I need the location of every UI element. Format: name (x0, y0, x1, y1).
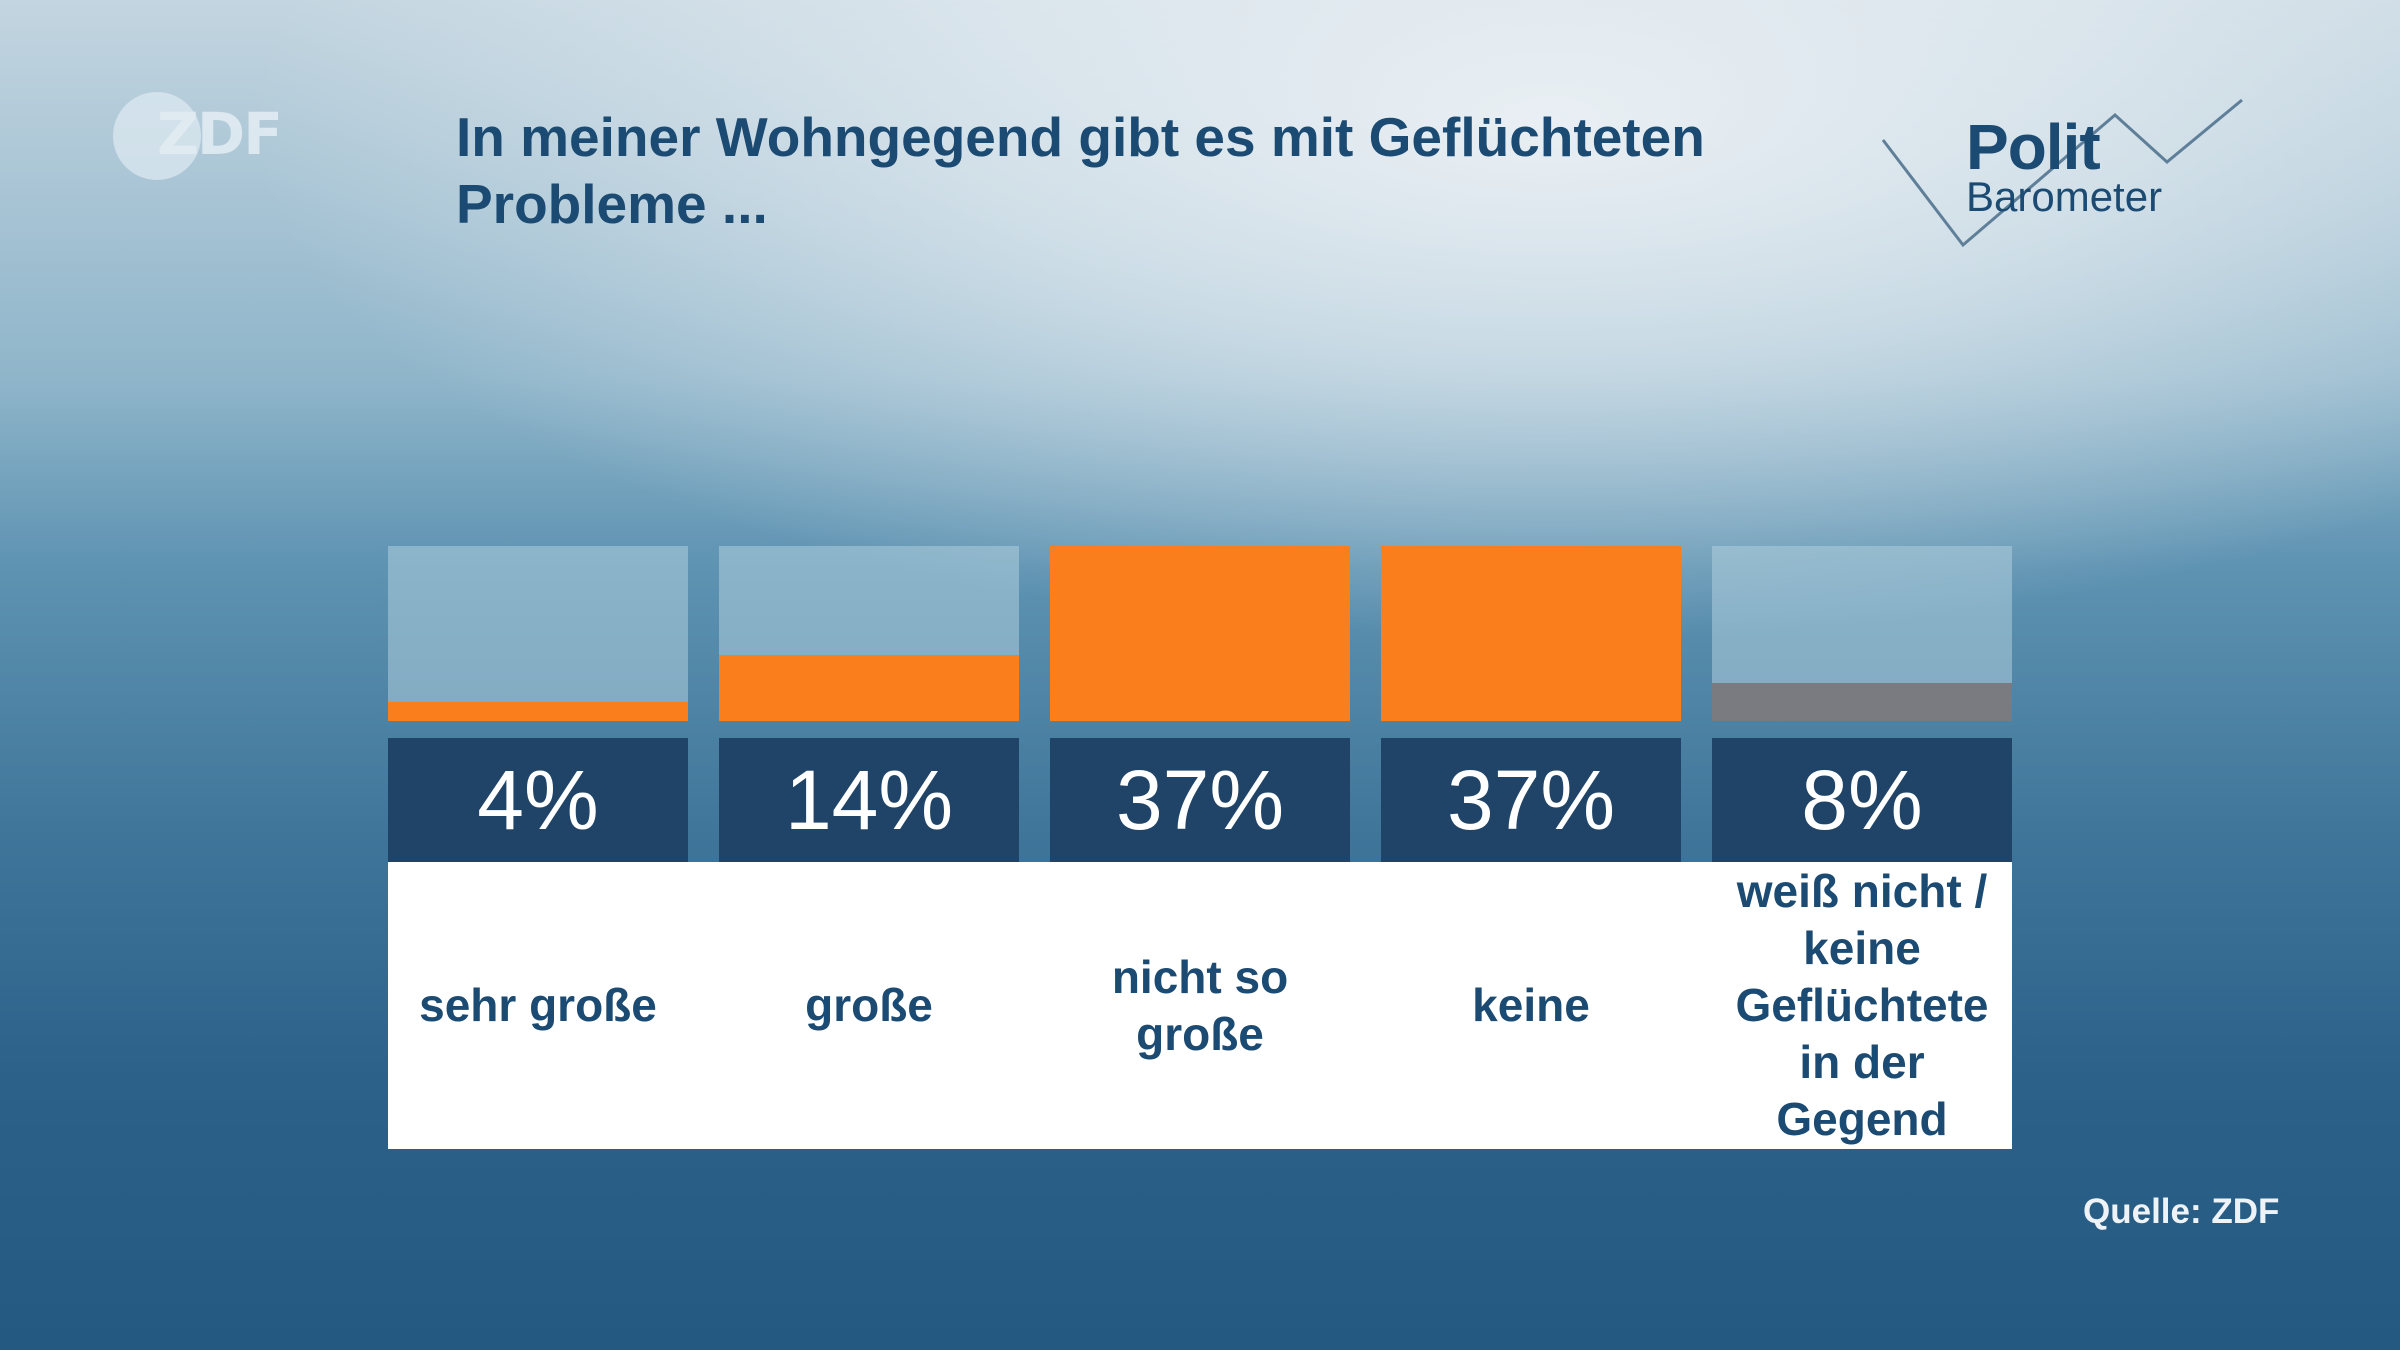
category-label: sehr große (388, 862, 688, 1149)
bar (1381, 546, 1681, 721)
bar-track (1381, 546, 1681, 721)
label-panel (388, 862, 2012, 1149)
bar-track (719, 546, 1019, 721)
bar (388, 702, 688, 721)
bar-track (1712, 546, 2012, 721)
category-label: nicht so große (1050, 862, 1350, 1149)
category-label-text: nicht so große (1111, 950, 1289, 1060)
category-label: große (719, 862, 1019, 1149)
category-label-text: sehr große (419, 979, 657, 1031)
zdf-logo-text: ZDF (157, 100, 283, 168)
data-label: 4% (388, 738, 688, 862)
politbarometer-zigzag-icon (1881, 98, 2243, 248)
category-label: weiß nicht / keine Geflüchtete in der Ge… (1712, 862, 2012, 1149)
chart-title: In meiner Wohngegend gibt es mit Geflüch… (456, 106, 1705, 235)
category-label-text: große (805, 979, 933, 1031)
bar-track (1050, 546, 1350, 721)
bar (1050, 546, 1350, 721)
data-label: 37% (1381, 738, 1681, 862)
data-label: 8% (1712, 738, 2012, 862)
category-label: keine (1381, 862, 1681, 1149)
category-label-text: keine (1472, 979, 1590, 1031)
data-label: 14% (719, 738, 1019, 862)
source-note: Quelle: ZDF (2083, 1192, 2280, 1231)
bar (1712, 683, 2012, 721)
category-label-text: weiß nicht / keine Geflüchtete in der Ge… (1735, 865, 1989, 1145)
data-label: 37% (1050, 738, 1350, 862)
politbarometer-logo-line2: Barometer (1966, 173, 2163, 220)
politbarometer-logo-line1: Polit (1966, 111, 2101, 183)
zdf-logo: ZDF (113, 92, 353, 182)
politbarometer-logo: Polit Barometer (1870, 95, 2270, 265)
bar-track (388, 546, 688, 721)
zdf-logo-circle (113, 92, 201, 180)
bar (719, 655, 1019, 721)
